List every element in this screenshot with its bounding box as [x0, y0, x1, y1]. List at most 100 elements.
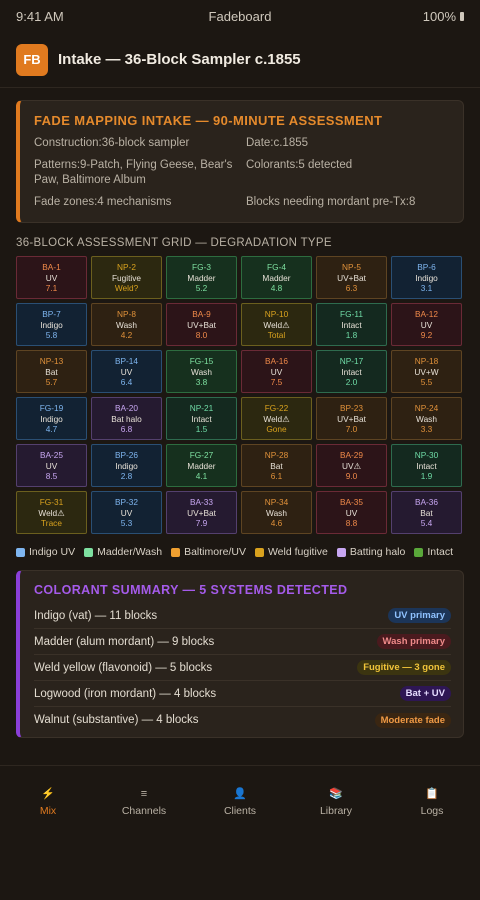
legend-label: Madder/Wash: [97, 546, 163, 559]
colorant-row[interactable]: Logwood (iron mordant) — 4 blocks Bat + U…: [34, 681, 451, 708]
block-cell[interactable]: BA-16 UV 7.5: [241, 350, 312, 394]
block-type: UV+W: [414, 366, 439, 377]
tab-logs[interactable]: 📋 Logs: [384, 766, 480, 900]
block-cell[interactable]: FG-22 Weld⚠ Gone: [241, 397, 312, 441]
legend-label: Weld fugitive: [267, 546, 328, 559]
block-value: 6.4: [120, 376, 133, 387]
block-cell[interactable]: BA-9 UV+Bat 8.0: [166, 303, 237, 347]
block-type: Intact: [191, 413, 212, 424]
colorant-label: Madder (alum mordant) — 9 blocks: [34, 635, 215, 648]
block-cell[interactable]: FG-11 Intact 1.8: [316, 303, 387, 347]
block-cell[interactable]: FG-31 Weld⚠ Trace: [16, 491, 87, 535]
intake-title: FADE MAPPING INTAKE — 90-MINUTE ASSESSME…: [34, 113, 383, 128]
block-type: UV: [345, 507, 358, 518]
block-id: NP-8: [117, 309, 136, 320]
block-type: UV: [120, 507, 133, 518]
intake-fields: Construction:36-block sampler Date:c.185…: [34, 136, 449, 210]
block-cell[interactable]: NP-2 Fugitive Weld?: [91, 256, 162, 300]
block-cell[interactable]: BP-26 Indigo 2.8: [91, 444, 162, 488]
block-cell[interactable]: NP-17 Intact 2.0: [316, 350, 387, 394]
tab-mix[interactable]: ⚡ Mix: [0, 766, 96, 900]
legend-item: Madder/Wash: [84, 546, 162, 558]
legend-swatch: [84, 547, 94, 557]
block-cell[interactable]: FG-27 Madder 4.1: [166, 444, 237, 488]
block-cell[interactable]: NP-28 Bat 6.1: [241, 444, 312, 488]
block-value: 8.0: [195, 329, 208, 340]
block-id: NP-13: [39, 356, 64, 367]
colorant-row[interactable]: Walnut (substantive) — 4 blocks Moderate …: [34, 707, 451, 733]
block-cell[interactable]: BP-14 UV 6.4: [91, 350, 162, 394]
block-type: Intact: [416, 460, 437, 471]
tab-clients[interactable]: 👤 Clients: [192, 766, 288, 900]
block-value: 8.8: [345, 517, 358, 528]
block-cell[interactable]: NP-34 Wash 4.6: [241, 491, 312, 535]
colorant-status-badge: UV primary: [388, 608, 451, 624]
intake-mordant-blocks: Blocks needing mordant pre-Tx:8: [246, 195, 416, 208]
grid-section-label: 36-BLOCK ASSESSMENT GRID — DEGRADATION T…: [16, 237, 332, 250]
block-cell[interactable]: BA-35 UV 8.8: [316, 491, 387, 535]
block-cell[interactable]: NP-8 Wash 4.2: [91, 303, 162, 347]
block-cell[interactable]: FG-19 Indigo 4.7: [16, 397, 87, 441]
block-cell[interactable]: NP-18 UV+W 5.5: [391, 350, 462, 394]
colorant-row[interactable]: Madder (alum mordant) — 9 blocks Wash pri…: [34, 629, 451, 656]
block-value: 5.2: [195, 282, 208, 293]
block-type: Bat halo: [111, 413, 142, 424]
block-cell[interactable]: NP-13 Bat 5.7: [16, 350, 87, 394]
block-cell[interactable]: BA-20 Bat halo 6.8: [91, 397, 162, 441]
block-cell[interactable]: BA-25 UV 8.5: [16, 444, 87, 488]
block-cell[interactable]: FG-4 Madder 4.8: [241, 256, 312, 300]
status-time: 9:41 AM: [16, 8, 64, 24]
colorant-label: Walnut (substantive) — 4 blocks: [34, 714, 199, 727]
block-cell[interactable]: BA-36 Bat 5.4: [391, 491, 462, 535]
list-icon: ≡: [140, 788, 148, 800]
block-value: 1.5: [195, 423, 208, 434]
block-cell[interactable]: BA-12 UV 9.2: [391, 303, 462, 347]
block-id: FG-15: [189, 356, 214, 367]
block-cell[interactable]: BP-7 Indigo 5.8: [16, 303, 87, 347]
block-cell[interactable]: NP-5 UV+Bat 6.3: [316, 256, 387, 300]
block-id: FG-11: [340, 309, 363, 320]
block-cell[interactable]: NP-24 Wash 3.3: [391, 397, 462, 441]
intake-date: Date:c.1855: [246, 137, 309, 149]
block-cell[interactable]: BP-6 Indigo 3.1: [391, 256, 462, 300]
tab-label: Mix: [39, 805, 57, 817]
block-cell[interactable]: NP-10 Weld⚠ Total: [241, 303, 312, 347]
colorant-row[interactable]: Weld yellow (flavonoid) — 5 blocks Fugiti…: [34, 655, 451, 682]
block-cell[interactable]: FG-3 Madder 5.2: [166, 256, 237, 300]
legend-swatch: [16, 547, 25, 557]
block-type: UV⚠: [342, 460, 361, 471]
block-id: NP-21: [189, 403, 214, 414]
block-cell[interactable]: BP-32 UV 5.3: [91, 491, 162, 535]
block-cell[interactable]: BA-33 UV+Bat 7.9: [166, 491, 237, 535]
block-value: 1.9: [420, 470, 433, 481]
legend-label: Baltimore/UV: [184, 546, 246, 559]
tab-library[interactable]: 📚 Library: [288, 766, 384, 900]
tab-channels[interactable]: ≡ Channels: [96, 766, 192, 900]
intake-card: FADE MAPPING INTAKE — 90-MINUTE ASSESSME…: [16, 100, 464, 224]
block-value: 3.1: [420, 282, 433, 293]
block-value: 5.8: [45, 329, 58, 340]
block-type: Indigo: [415, 272, 438, 283]
block-value: 4.8: [270, 282, 283, 293]
block-type: Bat: [45, 366, 58, 377]
block-cell[interactable]: FG-15 Wash 3.8: [166, 350, 237, 394]
app-logo[interactable]: FB: [16, 43, 48, 76]
block-type: Weld⚠: [263, 413, 290, 424]
block-value: 9.0: [345, 470, 358, 481]
block-cell[interactable]: BA-29 UV⚠ 9.0: [316, 444, 387, 488]
block-cell[interactable]: NP-21 Intact 1.5: [166, 397, 237, 441]
block-type: Madder: [187, 272, 216, 283]
block-id: BA-9: [192, 309, 211, 320]
colorant-row[interactable]: Indigo (vat) — 11 blocks UV primary: [34, 603, 451, 630]
block-value: 8.5: [45, 470, 58, 481]
block-cell[interactable]: NP-30 Intact 1.9: [391, 444, 462, 488]
block-cell[interactable]: BA-1 UV 7.1: [16, 256, 87, 300]
block-id: BA-36: [414, 497, 439, 508]
block-id: BP-14: [114, 356, 139, 367]
block-cell[interactable]: BP-23 UV+Bat 7.0: [316, 397, 387, 441]
block-value: 6.3: [345, 282, 358, 293]
block-value: 7.1: [45, 282, 58, 293]
block-value: 2.0: [345, 376, 358, 387]
block-id: BP-26: [114, 450, 139, 461]
block-value: 3.3: [420, 423, 433, 434]
